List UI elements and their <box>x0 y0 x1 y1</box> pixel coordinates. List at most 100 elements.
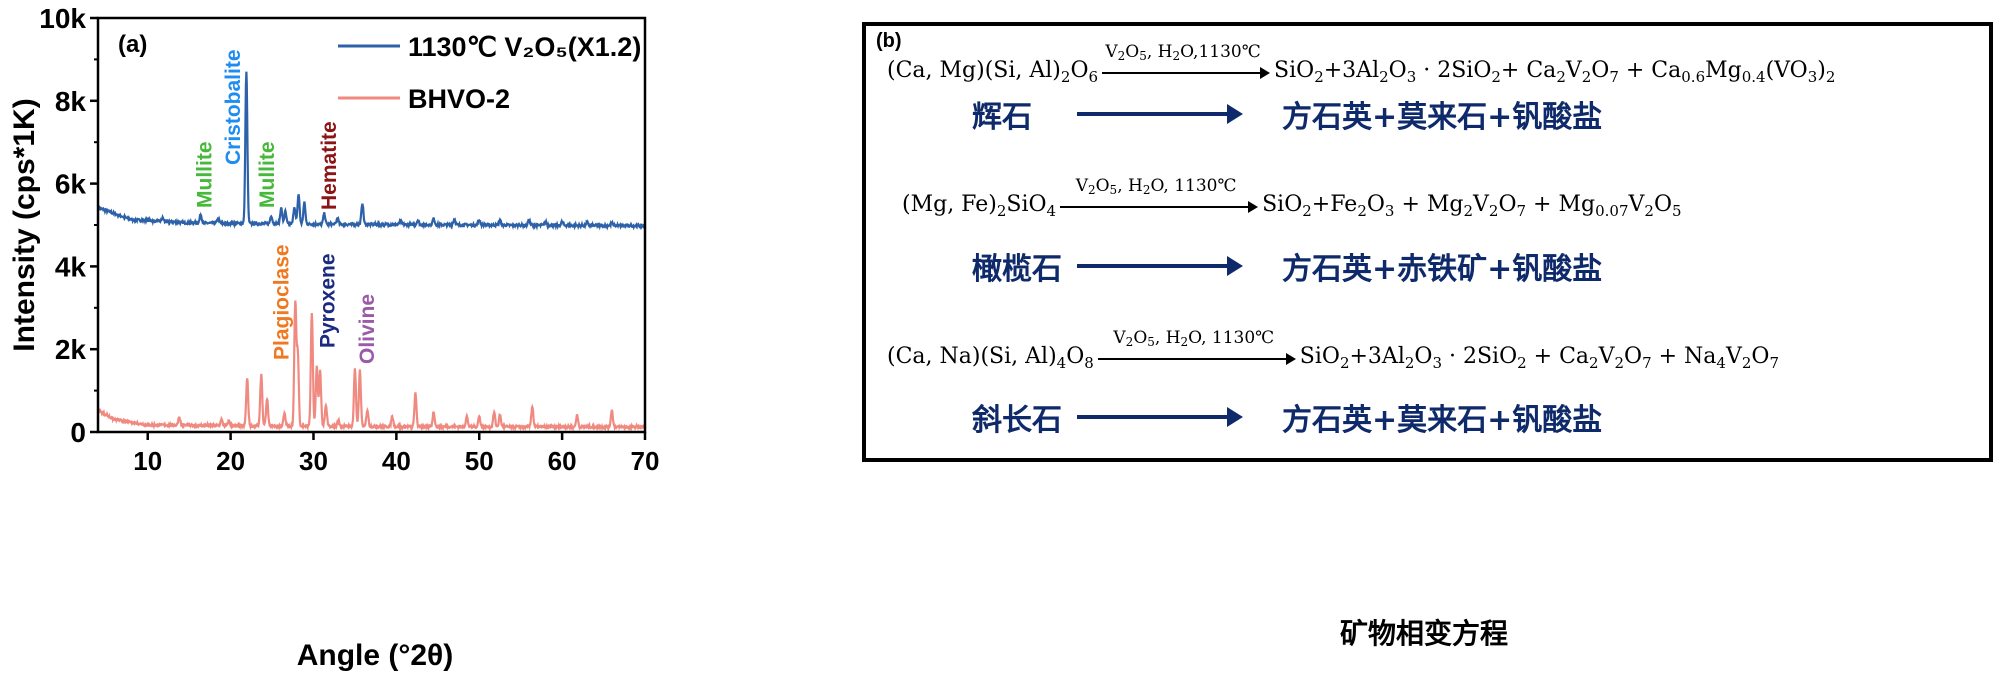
product-subscript: 0.6 <box>1681 68 1706 86</box>
peak-label-mullite: Mullite <box>256 142 279 209</box>
condition-text: V <box>1105 42 1118 63</box>
condition-subscript: 2 <box>1087 183 1096 198</box>
y-axis-label: Intensity (cps*1K) <box>8 98 41 351</box>
product-text: V <box>1628 192 1645 217</box>
product-text: O <box>1624 344 1643 369</box>
reactant-subscript: 2 <box>996 202 1007 220</box>
product-subscript: 2 <box>1589 354 1599 372</box>
x-tick-label: 60 <box>548 446 577 476</box>
products: SiO2+Fe2O3 + Mg2V2O7 + Mg0.07V2O5 <box>1262 192 1682 220</box>
product-text: O <box>1388 58 1407 83</box>
product-text: Mg <box>1705 58 1742 83</box>
peak-label-olivine: Olivine <box>356 294 379 364</box>
product-text: · 2SiO <box>1442 344 1518 369</box>
condition-text: , H <box>1146 42 1173 63</box>
product-subscript: 4 <box>1716 354 1726 372</box>
y-tick-label: 0 <box>70 417 86 448</box>
reaction-arrow-line <box>1060 202 1259 212</box>
reactant: (Mg, Fe)2SiO4 <box>902 192 1056 220</box>
reactant-text: (Ca, Mg)(Si, Al) <box>887 58 1061 83</box>
product-text: + Ca <box>1500 58 1557 83</box>
x-tick-label: 10 <box>133 446 162 476</box>
product-subscript: 2 <box>1488 202 1499 220</box>
peak-label-pyroxene: Pyroxene <box>316 253 339 348</box>
peak-label-mullite: Mullite <box>194 142 217 209</box>
condition-text: O <box>1095 176 1110 197</box>
peak-label-plagioclase: Plagioclase <box>271 244 294 360</box>
transformation-arrow <box>1077 104 1243 124</box>
condition-subscript: 5 <box>1109 183 1118 198</box>
reactant-text: O <box>1070 58 1089 83</box>
y-tick-label: 8k <box>55 86 87 117</box>
product-text: + Mg <box>1526 192 1596 217</box>
product-text: O <box>1591 58 1610 83</box>
product-text: · 2SiO <box>1416 58 1492 83</box>
reactant-text: (Ca, Na)(Si, Al) <box>887 344 1057 369</box>
product-text: + Ca <box>1618 58 1682 83</box>
product-text: V <box>1473 192 1489 217</box>
peak-label-cristobalite: Cristobalite <box>222 49 245 165</box>
product-subscript: 3 <box>1384 202 1395 220</box>
legend-label-0: 1130℃ V₂O₅(X1.2) <box>408 32 641 62</box>
product-text: V <box>1565 58 1582 83</box>
product-text: O <box>1366 192 1385 217</box>
product-subscript: 2 <box>1644 202 1654 220</box>
reactant-subscript: 2 <box>1060 68 1071 86</box>
reaction-condition: V2O5, H2O, 1130℃ <box>1056 176 1256 197</box>
mineral-name: 辉石 <box>972 100 1032 135</box>
product-text: O <box>1414 344 1433 369</box>
mineral-name: 橄榄石 <box>972 252 1062 287</box>
panel-b-frame <box>862 22 1993 462</box>
reaction-condition: V2O5, H2O, 1130℃ <box>1094 328 1294 349</box>
product-text: + Mg <box>1394 192 1464 217</box>
series-line-1 <box>96 300 647 433</box>
series-line-0 <box>96 71 647 231</box>
products: SiO2+3Al2O3 · 2SiO2+ Ca2V2O7 + Ca0.6Mg0.… <box>1274 58 1835 86</box>
transformation-arrow <box>1077 407 1243 427</box>
reaction-arrow: V2O5, H2O, 1130℃ <box>1094 328 1296 364</box>
product-text: V <box>1725 344 1742 369</box>
product-text: SiO <box>1299 344 1340 369</box>
y-tick-label: 4k <box>55 251 87 282</box>
condition-subscript: 2 <box>1172 49 1181 64</box>
reaction-arrow-line <box>1102 68 1271 78</box>
product-subscript: 3 <box>1406 68 1417 86</box>
product-subscript: 2 <box>1741 354 1752 372</box>
product-subscript: 3 <box>1807 68 1818 86</box>
condition-text: , H <box>1154 328 1181 349</box>
y-tick-label: 10k <box>39 3 86 34</box>
x-tick-label: 50 <box>465 446 494 476</box>
product-text: O <box>1498 192 1517 217</box>
reaction-condition: V2O5, H2O,1130℃ <box>1098 42 1268 63</box>
product-text: + Ca <box>1526 344 1590 369</box>
product-text: O <box>1653 192 1672 217</box>
reactant: (Ca, Na)(Si, Al)4O8 <box>887 344 1094 372</box>
panel-b: (b) (Ca, Mg)(Si, Al)2O6 V2O5, H2O,1130℃ Si… <box>862 22 1997 582</box>
plot-area: 1130℃ V₂O₅(X1.2) BHVO-2 10 20 30 40 50 60 70 0 2k 4… <box>39 3 659 476</box>
product-subscript: 2 <box>1491 68 1501 86</box>
product-subscript: 7 <box>1769 354 1779 372</box>
reactant-text: O <box>1066 344 1085 369</box>
product-text: +3Al <box>1349 344 1405 369</box>
product-text: +Fe <box>1311 192 1358 217</box>
condition-text: O <box>1133 328 1148 349</box>
product-text: V <box>1598 344 1615 369</box>
transformation-result: 方石英+莫来石+钒酸盐 <box>1282 100 1603 135</box>
x-axis-label: Angle (°2θ) <box>297 639 454 672</box>
product-text: SiO <box>1262 192 1303 217</box>
product-subscript: 2 <box>1339 354 1350 372</box>
x-tick-label: 70 <box>631 446 660 476</box>
product-subscript: 5 <box>1671 202 1682 220</box>
reactant-text: (Mg, Fe) <box>902 192 997 217</box>
condition-subscript: 5 <box>1147 335 1155 350</box>
product-subscript: 2 <box>1379 68 1389 86</box>
product-subscript: 7 <box>1516 202 1527 220</box>
product-subscript: 7 <box>1609 68 1619 86</box>
product-subscript: 2 <box>1463 202 1474 220</box>
reaction-arrow: V2O5, H2O,1130℃ <box>1098 42 1271 78</box>
product-text: + Na <box>1651 344 1717 369</box>
product-subscript: 2 <box>1314 68 1324 86</box>
product-subscript: 2 <box>1581 68 1592 86</box>
product-subscript: 2 <box>1614 354 1625 372</box>
panel-b-caption: 矿物相变方程 <box>1340 617 1509 650</box>
